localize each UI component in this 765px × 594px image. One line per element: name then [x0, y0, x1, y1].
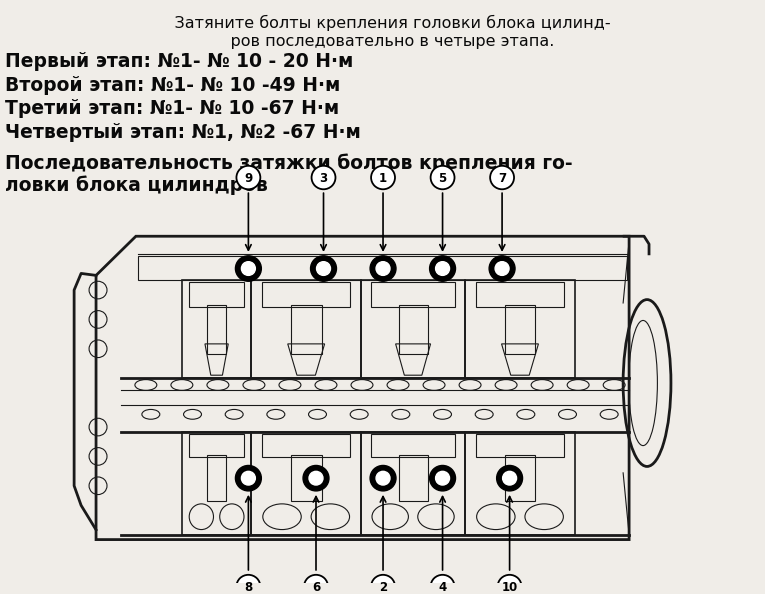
- Text: Второй этап: №1- № 10 -49 Н·м: Второй этап: №1- № 10 -49 Н·м: [5, 76, 340, 95]
- Circle shape: [236, 466, 262, 491]
- Circle shape: [495, 262, 509, 276]
- Bar: [182, 432, 251, 535]
- Circle shape: [317, 262, 330, 276]
- Bar: [189, 282, 244, 307]
- Text: 7: 7: [498, 172, 506, 185]
- Circle shape: [503, 471, 516, 485]
- Circle shape: [431, 166, 454, 189]
- Bar: [372, 282, 454, 307]
- Bar: [399, 305, 428, 353]
- Bar: [505, 454, 536, 501]
- Circle shape: [311, 166, 336, 189]
- Circle shape: [303, 466, 329, 491]
- Circle shape: [376, 262, 390, 276]
- Circle shape: [489, 256, 515, 281]
- Bar: [207, 305, 226, 353]
- Bar: [372, 434, 454, 457]
- Circle shape: [435, 471, 450, 485]
- Text: 9: 9: [244, 172, 252, 185]
- Circle shape: [236, 166, 260, 189]
- Text: ловки блока цилиндров: ловки блока цилиндров: [5, 176, 269, 195]
- Bar: [138, 256, 627, 280]
- Circle shape: [236, 575, 260, 594]
- Text: 8: 8: [244, 580, 252, 593]
- Text: ров последовательно в четыре этапа.: ров последовательно в четыре этапа.: [210, 34, 555, 49]
- Circle shape: [309, 471, 323, 485]
- Circle shape: [431, 575, 454, 594]
- Circle shape: [370, 466, 396, 491]
- Bar: [465, 432, 575, 535]
- Bar: [189, 434, 244, 457]
- Text: 1: 1: [379, 172, 387, 185]
- Circle shape: [490, 166, 514, 189]
- Circle shape: [435, 262, 450, 276]
- Bar: [476, 434, 564, 457]
- Circle shape: [242, 471, 256, 485]
- Bar: [476, 282, 564, 307]
- Circle shape: [304, 575, 328, 594]
- Text: Третий этап: №1- № 10 -67 Н·м: Третий этап: №1- № 10 -67 Н·м: [5, 99, 340, 118]
- Text: 5: 5: [438, 172, 447, 185]
- Circle shape: [496, 466, 522, 491]
- Text: Последовательность затяжки болтов крепления го-: Последовательность затяжки болтов крепле…: [5, 153, 573, 173]
- Bar: [251, 432, 361, 535]
- Bar: [399, 454, 428, 501]
- Bar: [291, 305, 321, 353]
- Text: Затяните болты крепления головки блока цилинд-: Затяните болты крепления головки блока ц…: [155, 15, 610, 31]
- Bar: [251, 280, 361, 378]
- Bar: [262, 282, 350, 307]
- Text: 6: 6: [312, 580, 320, 593]
- Bar: [361, 432, 465, 535]
- Circle shape: [370, 256, 396, 281]
- Bar: [182, 280, 251, 378]
- Bar: [505, 305, 536, 353]
- Circle shape: [498, 575, 522, 594]
- Circle shape: [311, 256, 337, 281]
- Circle shape: [236, 256, 262, 281]
- Text: Четвертый этап: №1, №2 -67 Н·м: Четвертый этап: №1, №2 -67 Н·м: [5, 123, 361, 142]
- Text: 4: 4: [438, 580, 447, 593]
- Circle shape: [242, 262, 256, 276]
- Text: 2: 2: [379, 580, 387, 593]
- Circle shape: [371, 575, 395, 594]
- Text: Первый этап: №1- № 10 - 20 Н·м: Первый этап: №1- № 10 - 20 Н·м: [5, 52, 353, 71]
- Circle shape: [430, 256, 455, 281]
- Text: 3: 3: [320, 172, 327, 185]
- Circle shape: [430, 466, 455, 491]
- Bar: [207, 454, 226, 501]
- Bar: [465, 280, 575, 378]
- Circle shape: [376, 471, 390, 485]
- Bar: [262, 434, 350, 457]
- Text: 10: 10: [502, 580, 518, 593]
- Circle shape: [371, 166, 395, 189]
- Bar: [361, 280, 465, 378]
- Bar: [291, 454, 321, 501]
